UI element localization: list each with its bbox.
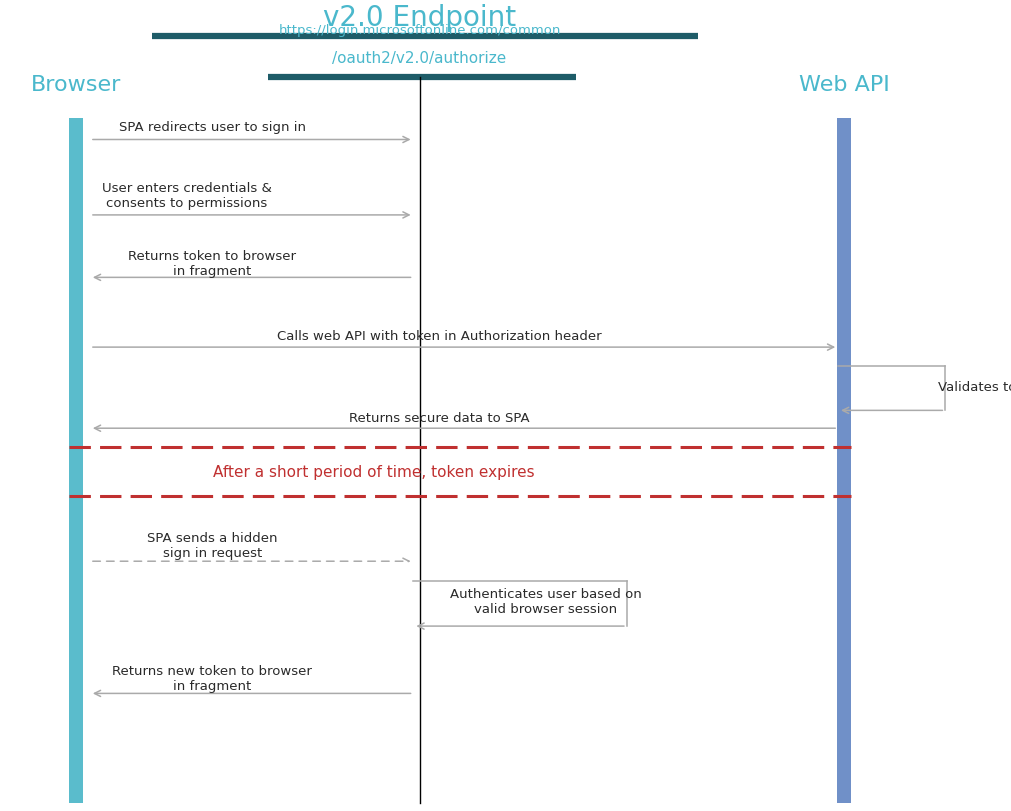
Text: User enters credentials &
consents to permissions: User enters credentials & consents to pe… [102,182,272,210]
Text: Calls web API with token in Authorization header: Calls web API with token in Authorizatio… [277,330,603,343]
Text: SPA redirects user to sign in: SPA redirects user to sign in [119,121,305,134]
Text: Returns secure data to SPA: Returns secure data to SPA [350,412,530,425]
Bar [837,118,851,803]
Text: After a short period of time, token expires: After a short period of time, token expi… [213,465,535,479]
Text: Returns new token to browser
in fragment: Returns new token to browser in fragment [112,665,312,693]
Text: v2.0 Endpoint: v2.0 Endpoint [323,4,517,32]
Text: https://login.microsoftonline.com/common: https://login.microsoftonline.com/common [278,24,561,37]
Text: Browser: Browser [30,75,121,95]
Bar [69,118,83,803]
Text: Authenticates user based on
valid browser session: Authenticates user based on valid browse… [450,588,642,616]
Text: /oauth2/v2.0/authorize: /oauth2/v2.0/authorize [333,51,507,66]
Text: Validates token: Validates token [938,381,1011,394]
Text: SPA sends a hidden
sign in request: SPA sends a hidden sign in request [147,532,278,560]
Text: Web API: Web API [799,75,890,95]
Text: Returns token to browser
in fragment: Returns token to browser in fragment [128,250,296,277]
